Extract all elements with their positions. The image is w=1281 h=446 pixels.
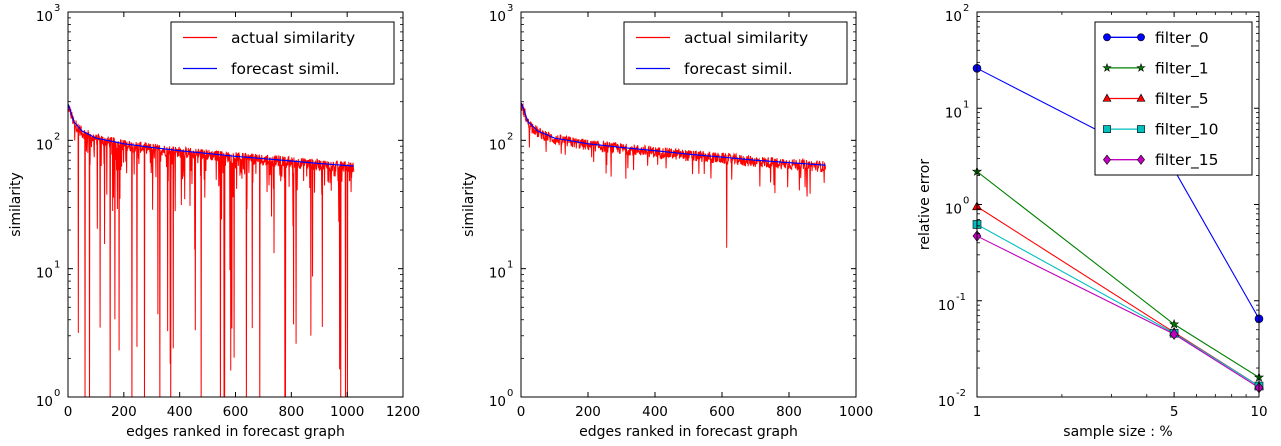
legend-label: filter_0 (1155, 29, 1209, 48)
x-tick-label: 0 (64, 404, 73, 420)
y-tick-exponent: 1 (54, 260, 60, 271)
plot-frame (520, 11, 857, 398)
y-axis-label: similarity (461, 172, 477, 237)
y-tick-exponent: 2 (507, 131, 513, 142)
y-tick-exponent: 3 (54, 3, 60, 14)
y-tick-label: 10 (489, 9, 506, 25)
y-tick-exponent: 2 (54, 131, 60, 142)
y-axis-label: relative error (917, 159, 933, 250)
legend: filter_0 filter_1 filter_5 filter_10 filter_… (1094, 21, 1253, 176)
legend-marker (1136, 63, 1146, 72)
y-tick-label: 10 (938, 298, 955, 314)
x-tick-label: 400 (642, 404, 668, 420)
legend-label: forecast simil. (231, 60, 340, 78)
legend-frame (170, 21, 395, 85)
legend-marker (1103, 154, 1111, 165)
y-tick-label: 10 (945, 9, 962, 25)
series-line-filter-15 (977, 235, 1259, 389)
x-tick-label: 1200 (386, 404, 420, 420)
y-tick-exponent: 2 (963, 3, 969, 14)
series-line-filter-10 (977, 223, 1259, 387)
legend-label: actual similarity (231, 29, 355, 47)
y-tick-label: 10 (489, 266, 506, 282)
legend-marker (1136, 93, 1146, 102)
y-tick-exponent: 0 (54, 388, 60, 399)
legend-marker (1137, 125, 1145, 133)
x-axis-label: sample size : % (1063, 424, 1172, 440)
legend-marker (1103, 33, 1111, 42)
data-point-filter-1 (1169, 318, 1180, 329)
x-tick-label: 1 (973, 404, 982, 420)
y-tick-exponent: 1 (507, 260, 513, 271)
x-tick-label: 200 (575, 404, 601, 420)
y-tick-exponent: 1 (963, 99, 969, 110)
x-tick-label: 1000 (330, 404, 364, 420)
x-tick-label: 600 (223, 404, 249, 420)
y-tick-exponent: 0 (963, 196, 969, 207)
x-tick-label: 800 (278, 404, 304, 420)
y-tick-label: 10 (489, 394, 506, 410)
x-tick-label: 200 (111, 404, 137, 420)
legend: actual similarity forecast simil. (623, 21, 848, 85)
series-line-forecast-simil (68, 104, 354, 167)
y-tick-label: 10 (945, 105, 962, 121)
y-tick-label: 10 (36, 137, 53, 153)
x-tick-label: 800 (776, 404, 802, 420)
legend-marker (1102, 63, 1112, 72)
y-tick-label: 10 (945, 202, 962, 218)
y-tick-label: 10 (36, 266, 53, 282)
legend-marker (1137, 33, 1145, 42)
legend-label: filter_1 (1155, 59, 1209, 78)
y-tick-exponent: 3 (507, 3, 513, 14)
y-tick-label: 10 (36, 9, 53, 25)
legend-marker (1137, 154, 1145, 165)
legend-label: forecast simil. (684, 60, 793, 78)
legend-label: filter_10 (1155, 121, 1219, 140)
x-tick-label: 400 (167, 404, 193, 420)
legend-marker (1103, 125, 1111, 133)
x-tick-label: 0 (517, 404, 526, 420)
series-line-filter-1 (977, 171, 1259, 378)
y-tick-label: 10 (36, 394, 53, 410)
series-line-actual-similarity (521, 102, 827, 248)
x-tick-label: 1000 (839, 404, 873, 420)
plot-area (521, 102, 827, 248)
legend-frame (623, 21, 848, 85)
y-tick-exponent: -1 (956, 292, 966, 303)
x-tick-label: 600 (709, 404, 735, 420)
series-line-forecast-simil (521, 102, 826, 166)
x-axis-label: edges ranked in forecast graph (579, 424, 798, 440)
y-axis-label: similarity (8, 172, 24, 237)
y-tick-label: 10 (938, 394, 955, 410)
legend-label: filter_5 (1155, 90, 1209, 109)
legend-label: filter_15 (1155, 151, 1219, 170)
legend-marker (1102, 93, 1112, 102)
x-tick-label: 5 (1170, 404, 1179, 420)
data-point-filter-15 (1169, 328, 1179, 340)
plot-area (68, 104, 355, 397)
x-axis-label: edges ranked in forecast graph (126, 424, 345, 440)
y-tick-exponent: 0 (507, 388, 513, 399)
legend-label: actual similarity (684, 29, 808, 47)
y-tick-exponent: -2 (956, 388, 966, 399)
legend: actual similarity forecast simil. (170, 21, 395, 85)
y-tick-label: 10 (489, 137, 506, 153)
series-line-actual-similarity (68, 104, 355, 397)
x-tick-label: 10 (1250, 404, 1267, 420)
